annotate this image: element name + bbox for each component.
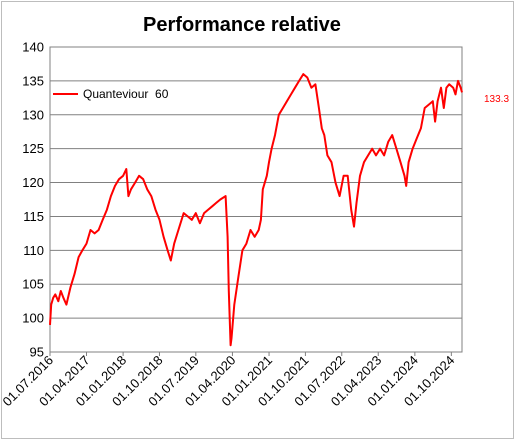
y-tick-label: 110 xyxy=(23,243,44,258)
x-axis: 01.07.201601.04.201701.01.201801.10.2018… xyxy=(0,352,457,409)
y-tick-label: 115 xyxy=(23,209,44,224)
y-tick-label: 105 xyxy=(22,277,44,292)
legend: Quanteviour 60 xyxy=(53,87,169,101)
chart-title: Performance relative xyxy=(143,14,341,36)
y-tick-label: 135 xyxy=(22,73,44,88)
series-line-0 xyxy=(49,73,463,347)
y-tick-label: 95 xyxy=(30,345,44,360)
y-tick-label: 140 xyxy=(22,40,44,55)
y-tick-label: 130 xyxy=(22,107,44,122)
legend-label: Quanteviour 60 xyxy=(83,87,169,101)
last-value-label: 133.3 xyxy=(484,94,509,105)
y-tick-label: 120 xyxy=(22,175,44,190)
y-axis: 95 100 105 110 115 120 125 130 135 140 xyxy=(22,40,44,360)
plot-area xyxy=(49,46,463,353)
series-group xyxy=(49,73,463,347)
y-tick-label: 100 xyxy=(22,311,44,326)
y-tick-label: 125 xyxy=(22,141,44,156)
